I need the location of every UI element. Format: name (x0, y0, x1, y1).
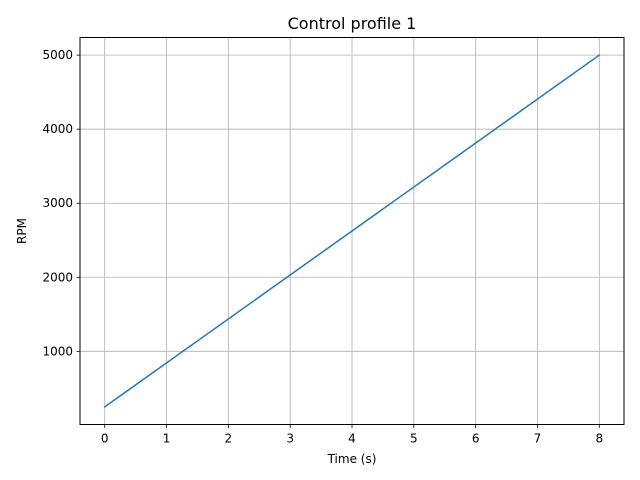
x-tick-label: 8 (595, 432, 603, 446)
y-tick-label: 3000 (42, 196, 73, 210)
x-tick-label: 2 (225, 432, 233, 446)
x-axis-ticks: 0 1 2 3 4 5 6 7 8 (101, 424, 603, 446)
x-tick-label: 4 (348, 432, 356, 446)
y-tick-label: 1000 (42, 344, 73, 358)
x-tick-label: 3 (286, 432, 294, 446)
series-layer (103, 54, 601, 408)
y-axis-ticks: 1000 2000 3000 4000 5000 (42, 48, 80, 358)
x-tick-label: 0 (101, 432, 109, 446)
x-tick-label: 1 (163, 432, 171, 446)
y-tick-label: 5000 (42, 48, 73, 62)
chart-title: Control profile 1 (288, 14, 417, 33)
x-axis-label: Time (s) (327, 452, 377, 466)
y-axis-label: RPM (15, 218, 29, 244)
y-tick-label: 2000 (42, 270, 73, 284)
x-tick-label: 7 (534, 432, 542, 446)
x-tick-label: 5 (410, 432, 418, 446)
x-tick-label: 6 (472, 432, 480, 446)
y-tick-label: 4000 (42, 122, 73, 136)
series-line (103, 54, 601, 408)
